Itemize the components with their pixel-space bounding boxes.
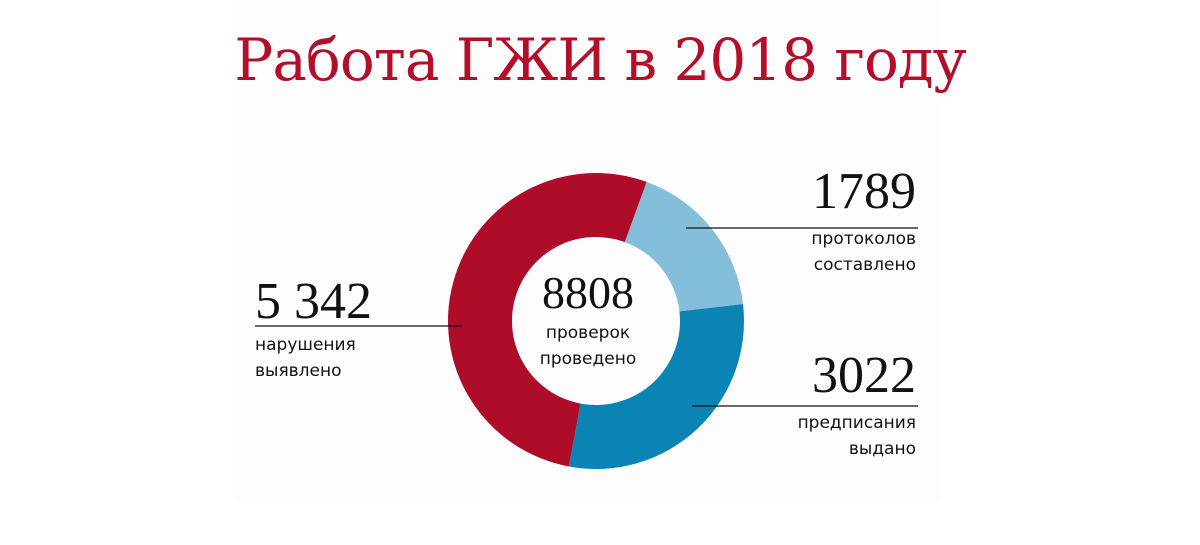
label-violations-line2: выявлено [255, 361, 342, 381]
label-protocols-value: 1789 [812, 163, 916, 220]
slice-protocols [624, 181, 744, 312]
label-protocols: 1789 протоколов составлено [760, 166, 916, 278]
chart-title: Работа ГЖИ в 2018 году [234, 26, 966, 94]
label-violations-value: 5 342 [255, 273, 372, 330]
label-orders-value: 3022 [812, 347, 916, 404]
label-orders-line2: выдано [848, 439, 916, 459]
label-protocols-line2: составлено [813, 255, 916, 275]
center-total-value: 8808 [542, 267, 634, 318]
label-orders: 3022 предписания выдано [760, 350, 916, 462]
center-total-label-line2: проведено [539, 349, 637, 369]
slice-violations [447, 172, 647, 467]
label-violations-line1: нарушения [255, 335, 356, 355]
label-violations: 5 342 нарушения выявлено [255, 276, 372, 384]
center-total-label-line1: проверок [545, 323, 631, 343]
slice-orders [568, 304, 744, 469]
label-protocols-line1: протоколов [811, 229, 916, 249]
label-orders-line1: предписания [797, 413, 916, 433]
center-total: 8808 проверок проведено [520, 270, 656, 372]
